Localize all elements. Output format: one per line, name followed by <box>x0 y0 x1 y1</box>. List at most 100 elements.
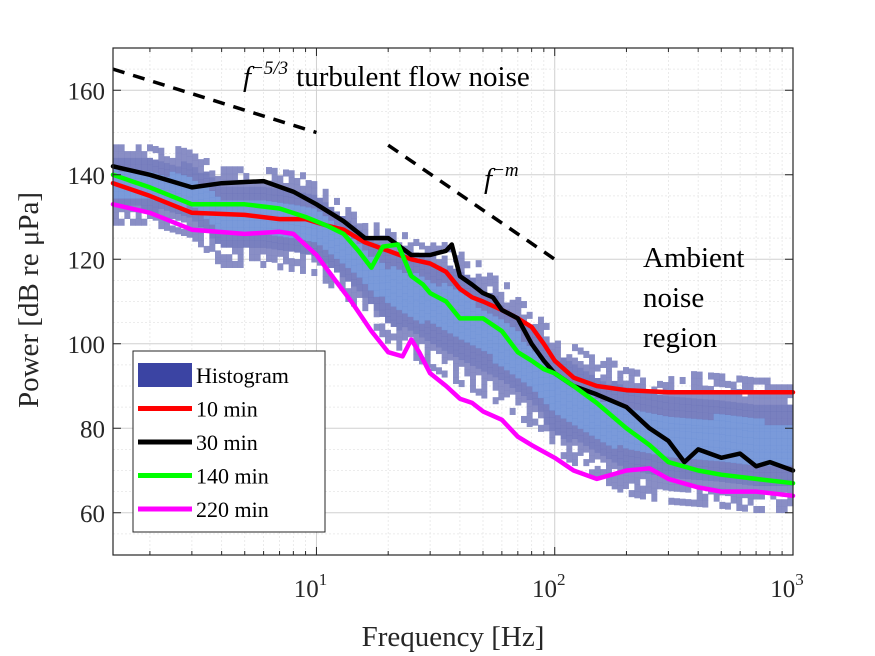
histogram-cell <box>753 478 760 487</box>
histogram-cell <box>300 185 306 193</box>
histogram-cell <box>458 251 465 259</box>
histogram-cell <box>113 205 119 213</box>
histogram-cell <box>175 213 182 221</box>
histogram-cell <box>317 251 323 259</box>
series-layer <box>110 164 796 499</box>
histogram-cell <box>481 391 488 399</box>
histogram-cell <box>470 365 476 373</box>
histogram-cell <box>368 297 374 305</box>
histogram-cell <box>532 418 539 426</box>
histogram-cell <box>305 180 312 188</box>
histogram-cell <box>662 409 669 417</box>
histogram-cell <box>181 188 187 196</box>
histogram-cell <box>515 337 522 345</box>
histogram-cell <box>668 497 675 505</box>
histogram-cell <box>736 429 743 437</box>
histogram-cell <box>232 220 238 228</box>
histogram-cell <box>294 177 301 186</box>
histogram-cell <box>702 419 709 427</box>
histogram-cell <box>498 298 505 306</box>
histogram-cell <box>198 206 204 214</box>
histogram-cell <box>390 286 397 294</box>
histogram-cell <box>640 445 646 453</box>
histogram-cell <box>730 469 737 477</box>
histogram-cell <box>464 301 471 309</box>
histogram-cell <box>509 353 516 361</box>
histogram-cell <box>515 378 522 386</box>
histogram-cell <box>753 418 760 426</box>
histogram-cell <box>118 171 125 179</box>
histogram-cell <box>402 286 408 294</box>
histogram-cell <box>611 482 618 490</box>
histogram-cell <box>441 282 448 290</box>
histogram-cell <box>243 193 250 201</box>
histogram-cell <box>719 420 726 428</box>
histogram-cell <box>351 272 357 280</box>
histogram-cell <box>430 276 437 284</box>
histogram-cell <box>203 218 210 226</box>
histogram-cell <box>436 333 442 341</box>
histogram-cell <box>651 474 658 482</box>
histogram-cell <box>260 186 267 194</box>
histogram-cell <box>175 173 182 181</box>
histogram-cell <box>736 416 743 424</box>
y-tick-label: 60 <box>80 501 105 528</box>
histogram-cell <box>430 282 437 290</box>
histogram-cell <box>719 441 726 449</box>
histogram-cell <box>277 249 284 257</box>
reference-line <box>387 143 556 261</box>
histogram-cell <box>385 275 391 283</box>
histogram-cell <box>549 383 556 391</box>
histogram-cell <box>164 156 170 164</box>
histogram-cell <box>232 206 238 214</box>
histogram-cell <box>560 438 567 446</box>
histogram-cell <box>271 255 278 263</box>
histogram-cell <box>209 224 216 232</box>
histogram-cell <box>713 379 720 387</box>
histogram-cell <box>334 252 340 260</box>
histogram-cell <box>679 397 686 405</box>
histogram-cell <box>611 401 618 409</box>
histogram-cell <box>543 404 550 412</box>
histogram-cell <box>243 220 250 228</box>
histogram-cell <box>566 408 573 416</box>
histogram-cell <box>492 383 499 391</box>
histogram-cell <box>572 452 578 460</box>
histogram-cell <box>453 349 459 357</box>
histogram-cell <box>141 151 148 159</box>
histogram-cell <box>691 404 697 412</box>
histogram-cell <box>526 352 533 360</box>
histogram-cell <box>475 341 482 349</box>
histogram-cell <box>736 483 743 491</box>
histogram-cell <box>475 327 482 335</box>
histogram-cell <box>322 276 329 284</box>
histogram-cell <box>362 297 369 305</box>
histogram-cell <box>764 377 771 385</box>
histogram-cell <box>305 227 312 235</box>
histogram-cell <box>458 359 465 367</box>
histogram-cell <box>577 394 584 402</box>
y-axis-label: Power [dB re μPa] <box>13 192 45 408</box>
histogram-cell <box>470 385 476 393</box>
legend-label: 220 min <box>196 497 269 522</box>
histogram-cell <box>215 250 221 258</box>
histogram-cell <box>764 418 771 426</box>
histogram-cell <box>753 451 760 459</box>
histogram-cell <box>498 359 505 367</box>
histogram-cell <box>736 470 743 478</box>
histogram-cell <box>266 234 272 242</box>
histogram-cell <box>447 312 454 320</box>
histogram-cell <box>164 196 170 204</box>
histogram-cell <box>685 458 692 466</box>
histogram-cell <box>181 168 187 176</box>
histogram-cell <box>198 192 204 201</box>
histogram-cell <box>515 371 522 379</box>
histogram-cell <box>158 154 165 162</box>
histogram-cell <box>390 333 397 341</box>
histogram-cell <box>385 289 391 297</box>
histogram-cell <box>424 320 431 328</box>
histogram-cell <box>288 204 295 212</box>
histogram-cell <box>209 197 216 205</box>
histogram-cell <box>725 502 731 510</box>
